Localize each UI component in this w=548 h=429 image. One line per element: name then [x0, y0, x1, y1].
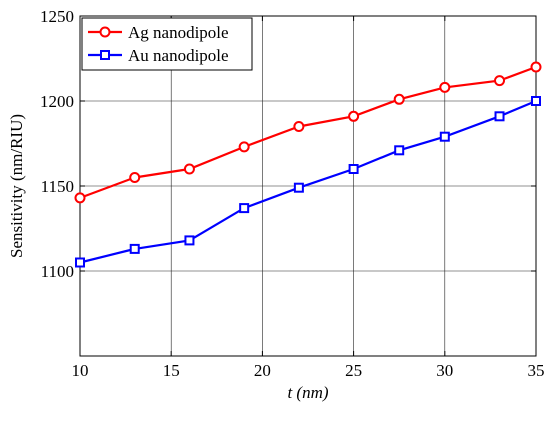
data-point: [348, 110, 360, 122]
data-point: [239, 203, 250, 214]
x-tick-label: 15: [163, 361, 180, 380]
legend-box: [81, 17, 253, 71]
legend-marker: [99, 26, 111, 38]
y-tick-label: 1150: [41, 177, 74, 196]
data-point: [74, 192, 86, 204]
legend-label: Au nanodipole: [128, 46, 229, 65]
series-line: [79, 65, 537, 199]
data-point: [75, 257, 85, 268]
x-tick-label: 35: [528, 361, 545, 380]
x-tick-label: 30: [436, 361, 453, 380]
x-tick-label: 25: [345, 361, 362, 380]
data-point: [129, 243, 140, 254]
data-point: [129, 172, 141, 183]
data-point: [293, 121, 305, 132]
data-point: [348, 164, 359, 174]
data-point: [183, 163, 195, 175]
series-line: [79, 99, 537, 264]
legend: Ag nanodipole Au nanodipole: [81, 17, 253, 71]
data-point: [531, 96, 541, 106]
y-tick-label: 1100: [41, 262, 74, 281]
series-group: [74, 61, 542, 268]
axis-ticks: 10 15 20 25 30 35 1100 1150 1200 1250: [40, 7, 545, 380]
data-point: [394, 145, 405, 156]
legend-label: Ag nanodipole: [128, 23, 229, 42]
y-axis-label: Sensitivity (nm/RIU): [7, 114, 26, 258]
series-1: [74, 61, 542, 204]
y-tick-label: 1250: [40, 7, 74, 26]
data-point: [293, 182, 304, 193]
data-point: [494, 75, 506, 87]
data-point: [439, 81, 451, 93]
y-tick-label: 1200: [40, 92, 74, 111]
x-axis-label: t (nm): [287, 383, 328, 402]
data-point: [184, 235, 195, 246]
data-point: [494, 111, 505, 122]
data-point: [439, 131, 450, 142]
data-point: [238, 141, 250, 153]
legend-marker: [100, 50, 110, 60]
data-point: [530, 61, 542, 73]
series-2: [75, 96, 541, 268]
x-tick-label: 20: [254, 361, 271, 380]
data-point: [393, 93, 405, 105]
x-tick-label: 10: [72, 361, 89, 380]
